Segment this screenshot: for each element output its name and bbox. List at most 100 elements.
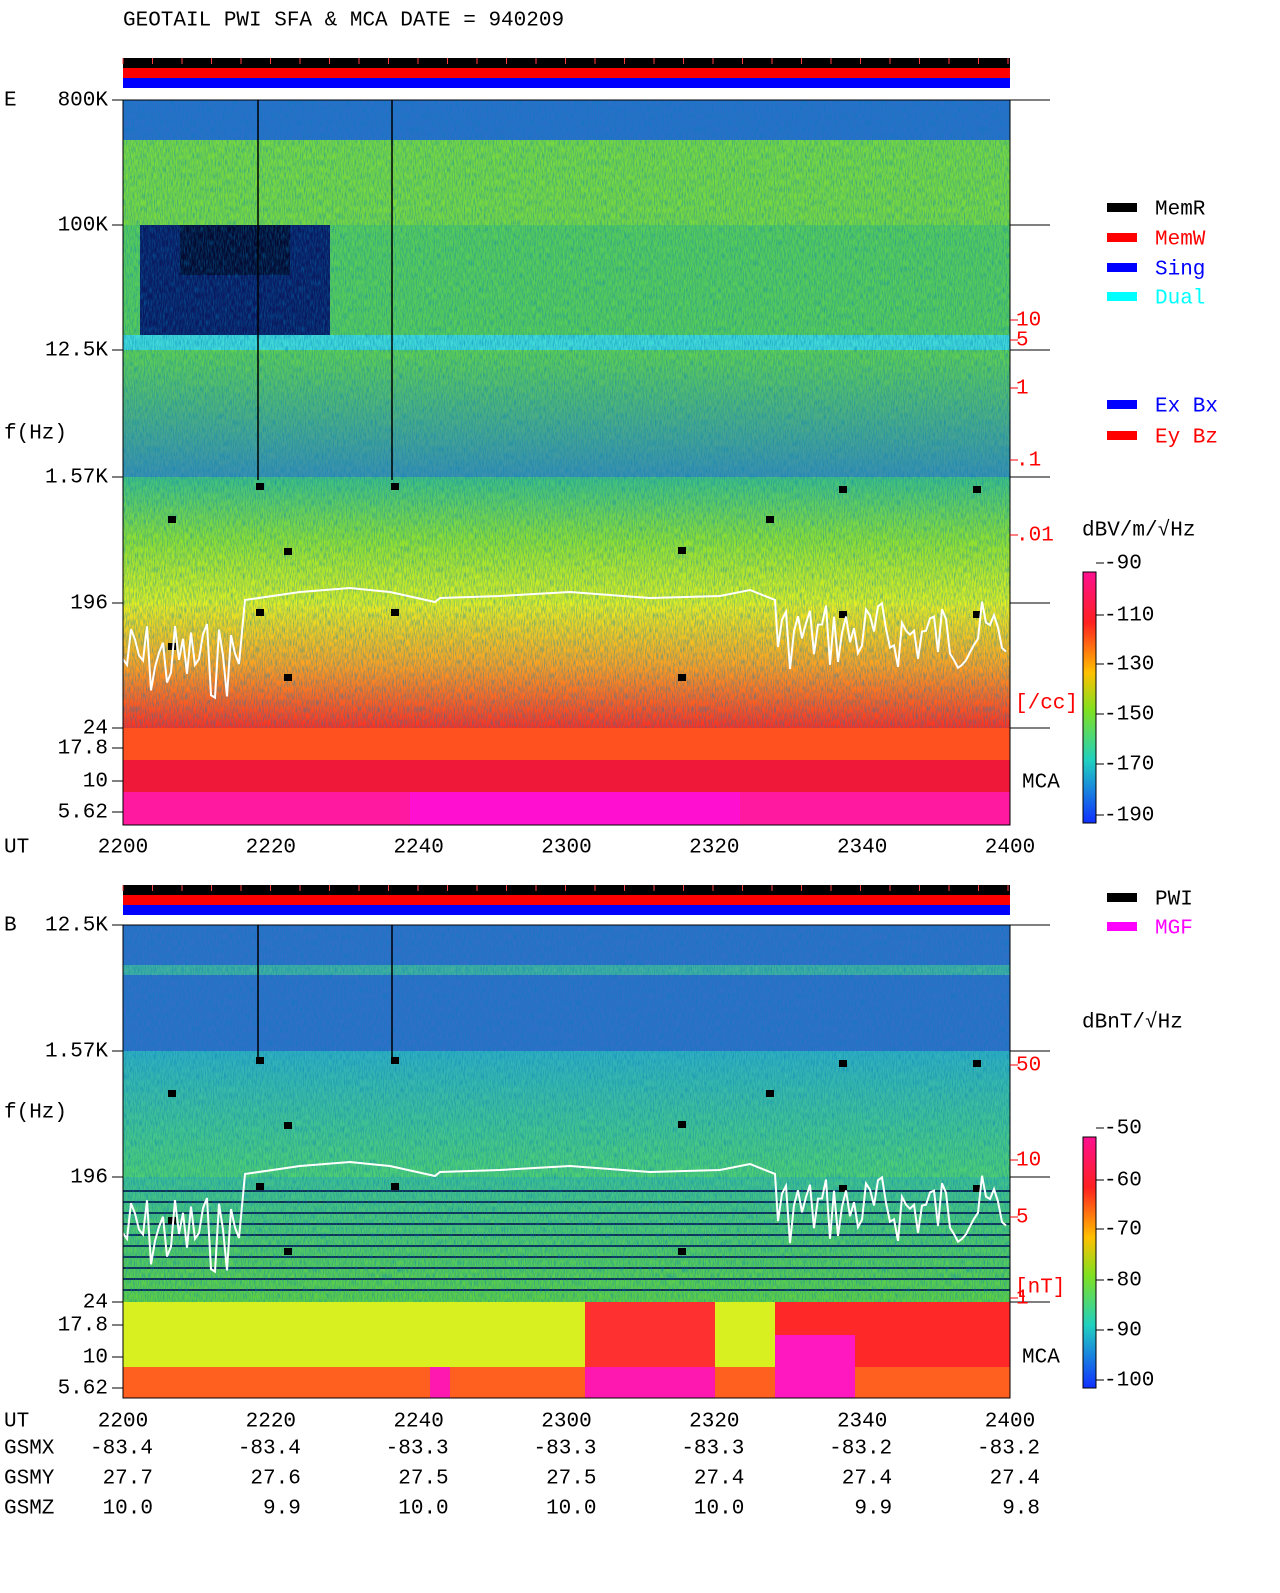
noise <box>123 925 1010 1302</box>
y-tick-label: 196 <box>70 1167 108 1190</box>
labels: GEOTAIL PWI SFA & MCA DATE = 940209 Ef(Hz… <box>4 10 1218 1521</box>
orbit-label: GSMZ <box>4 1498 54 1521</box>
x-axis-label: UT <box>4 1411 29 1434</box>
marker <box>973 611 981 618</box>
x-tick-label: 2220 <box>246 837 296 860</box>
marker <box>168 516 176 523</box>
panel-label: B <box>4 915 17 938</box>
orbit-value: 9.8 <box>1002 1498 1040 1521</box>
x-tick-label: 2220 <box>246 1411 296 1434</box>
marker <box>391 609 399 616</box>
y-axis-label: f(Hz) <box>4 1102 67 1125</box>
orbit-value: 9.9 <box>854 1498 892 1521</box>
x-tick-label: 2400 <box>985 837 1035 860</box>
x-tick-label: 2340 <box>837 1411 887 1434</box>
orbit-value: 27.7 <box>103 1468 153 1491</box>
colorbar-unit: dBV/m/√Hz <box>1082 519 1195 543</box>
orbit-value: 10.0 <box>694 1498 744 1521</box>
marker <box>168 1090 176 1097</box>
legend-label: Ex Bx <box>1155 396 1218 419</box>
marker <box>284 548 292 555</box>
legend-swatch <box>1107 893 1137 902</box>
orbit-value: -83.3 <box>681 1438 744 1461</box>
density-tick-label: 5 <box>1016 1207 1029 1230</box>
marker <box>839 1060 847 1067</box>
marker <box>678 674 686 681</box>
orbit-value: 27.5 <box>546 1468 596 1491</box>
legend-swatch <box>1107 263 1137 272</box>
marker <box>973 1060 981 1067</box>
status-bar <box>123 58 1010 68</box>
marker <box>678 1248 686 1255</box>
orbit-value: 10.0 <box>398 1498 448 1521</box>
marker <box>256 1057 264 1064</box>
marker <box>839 1185 847 1192</box>
y-tick-label: 1.57K <box>45 1041 108 1064</box>
x-tick-label: 2300 <box>541 837 591 860</box>
x-tick-label: 2240 <box>393 837 443 860</box>
colorbar-unit: dBnT/√Hz <box>1082 1011 1183 1035</box>
spectrum-band <box>123 1367 1010 1398</box>
density-tick-label: .01 <box>1016 525 1054 548</box>
y-tick-label: 5.62 <box>58 1378 108 1401</box>
y-tick-label: 196 <box>70 593 108 616</box>
marker <box>284 1122 292 1129</box>
panel-label: E <box>4 90 17 113</box>
density-unit: [/cc] <box>1015 693 1078 716</box>
orbit-value: 27.6 <box>250 1468 300 1491</box>
y-tick-label: 24 <box>83 1292 108 1315</box>
orbit-label: GSMY <box>4 1468 55 1491</box>
density-unit: [nT] <box>1015 1277 1065 1300</box>
title: GEOTAIL PWI SFA & MCA DATE = 940209 <box>123 10 564 33</box>
density-tick-label: 1 <box>1016 378 1029 401</box>
x-tick-label: 2240 <box>393 1411 443 1434</box>
orbit-label: GSMX <box>4 1438 55 1461</box>
y-tick-label: 10 <box>83 771 108 794</box>
status-bar <box>123 68 1010 78</box>
legend-label: Ey Bz <box>1155 427 1218 450</box>
spectrum-band <box>123 728 1010 760</box>
y-tick-label: 17.8 <box>58 738 108 761</box>
marker <box>391 483 399 490</box>
legend-label: Dual <box>1155 288 1205 311</box>
marker <box>678 1121 686 1128</box>
x-tick-label: 2300 <box>541 1411 591 1434</box>
orbit-value: 27.5 <box>398 1468 448 1491</box>
colorbar-tick-label: -50 <box>1104 1118 1142 1141</box>
spectrum-band <box>775 1335 855 1398</box>
marker <box>256 483 264 490</box>
spectrum-band <box>410 792 740 825</box>
density-tick-label: 1 <box>1016 1288 1029 1311</box>
y-tick-label: 12.5K <box>45 915 108 938</box>
legend-swatch <box>1107 233 1137 242</box>
x-tick-label: 2400 <box>985 1411 1035 1434</box>
density-tick-label: .1 <box>1016 450 1041 473</box>
marker <box>256 609 264 616</box>
marker <box>839 486 847 493</box>
colorbar-tick-label: -150 <box>1104 704 1154 727</box>
orbit-value: 27.4 <box>694 1468 744 1491</box>
marker <box>168 1217 176 1224</box>
colorbar-tick-label: -100 <box>1104 1370 1154 1393</box>
colorbar-tick-label: -90 <box>1104 553 1142 576</box>
legend-label: Sing <box>1155 259 1205 282</box>
marker <box>766 516 774 523</box>
marker <box>284 1248 292 1255</box>
legend-label: MemR <box>1155 199 1206 222</box>
legend-label: PWI <box>1155 889 1193 912</box>
orbit-value: 10.0 <box>103 1498 153 1521</box>
density-tick-label: 10 <box>1016 1150 1041 1173</box>
x-tick-label: 2320 <box>689 837 739 860</box>
marker <box>391 1183 399 1190</box>
marker <box>284 674 292 681</box>
legend-swatch <box>1107 431 1137 440</box>
colorbar <box>1082 1136 1097 1389</box>
status-bar <box>123 78 1010 88</box>
y-tick-label: 10 <box>83 1347 108 1370</box>
mca-label: MCA <box>1022 772 1060 795</box>
colorbar-tick-label: -90 <box>1104 1320 1142 1343</box>
plot-frame <box>122 99 1011 826</box>
x-tick-label: 2320 <box>689 1411 739 1434</box>
y-tick-label: 12.5K <box>45 340 108 363</box>
